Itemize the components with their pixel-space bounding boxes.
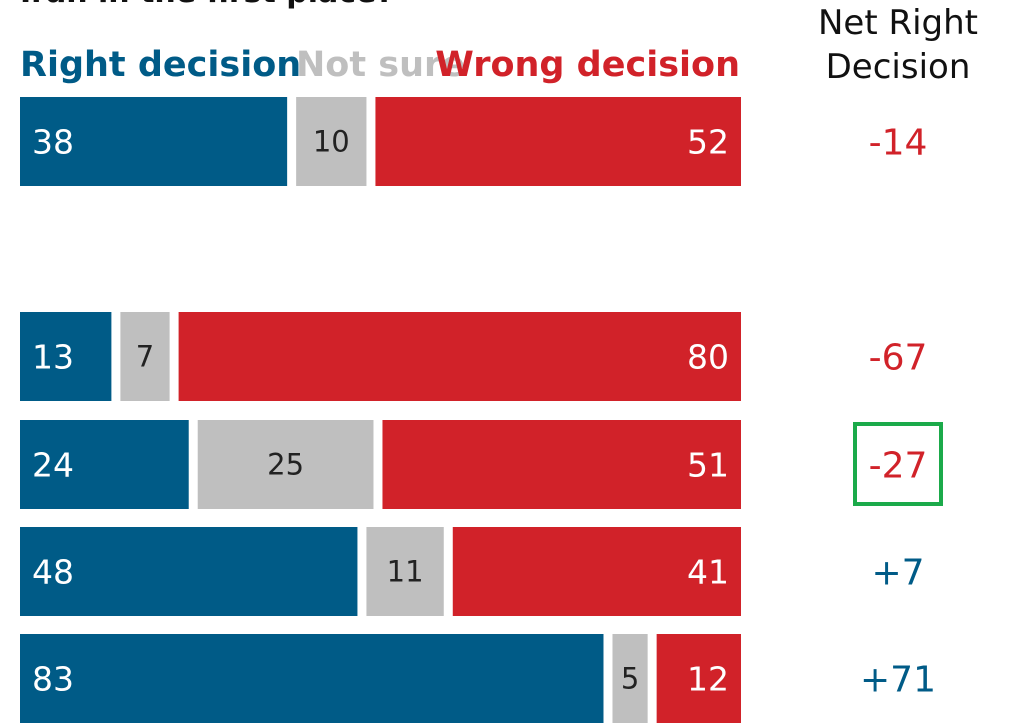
legend-right-decision: Right decision bbox=[20, 45, 301, 85]
label-wrong-decision: 80 bbox=[687, 338, 729, 377]
label-not-sure: 11 bbox=[387, 555, 424, 589]
label-not-sure: 25 bbox=[267, 448, 304, 482]
label-wrong-decision: 51 bbox=[687, 446, 729, 485]
net-header-line-1: Net Right bbox=[818, 3, 978, 43]
bar-right-decision bbox=[20, 527, 358, 616]
net-value: -14 bbox=[869, 123, 928, 164]
net-value-highlight-box bbox=[853, 422, 943, 506]
legend-not-sure: Not sure bbox=[296, 45, 465, 85]
chart-title: Iran in the first place? bbox=[20, 0, 394, 10]
bar-wrong-decision bbox=[656, 634, 741, 723]
label-right-decision: 83 bbox=[32, 660, 74, 699]
label-right-decision: 24 bbox=[32, 446, 74, 485]
label-right-decision: 38 bbox=[32, 123, 74, 162]
label-right-decision: 13 bbox=[32, 338, 74, 377]
bar-wrong-decision bbox=[452, 527, 741, 616]
net-value: +71 bbox=[860, 660, 936, 701]
net-right-decision-header: Net Right Decision bbox=[818, 3, 978, 87]
net-header-line-2: Decision bbox=[826, 47, 971, 87]
label-right-decision: 48 bbox=[32, 553, 74, 592]
bar-not-sure bbox=[120, 312, 170, 401]
legend-wrong-decision: Wrong decision bbox=[435, 45, 740, 85]
bar-wrong-decision bbox=[375, 97, 741, 186]
bar-not-sure bbox=[366, 527, 444, 616]
net-value: -27 bbox=[869, 446, 928, 487]
label-wrong-decision: 12 bbox=[687, 660, 729, 699]
label-wrong-decision: 52 bbox=[687, 123, 729, 162]
bar-right-decision bbox=[20, 634, 604, 723]
label-not-sure: 10 bbox=[313, 125, 350, 159]
bar-not-sure bbox=[296, 97, 367, 186]
label-not-sure: 5 bbox=[621, 662, 639, 696]
label-not-sure: 7 bbox=[136, 340, 154, 374]
net-value: -67 bbox=[869, 338, 928, 379]
bar-not-sure bbox=[612, 634, 648, 723]
bar-wrong-decision bbox=[382, 420, 741, 509]
bar-right-decision bbox=[20, 420, 189, 509]
bar-right-decision bbox=[20, 97, 288, 186]
bar-right-decision bbox=[20, 312, 112, 401]
bar-not-sure bbox=[197, 420, 374, 509]
bars-layer: 38 10 52 13 7 80 24 25 51 48 11 41 83 5 12 bbox=[20, 97, 742, 723]
bar-wrong-decision bbox=[178, 312, 742, 401]
label-wrong-decision: 41 bbox=[687, 553, 729, 592]
net-values-layer: -14 -67 -27 +7 +71 bbox=[853, 123, 943, 701]
net-value: +7 bbox=[871, 553, 924, 594]
